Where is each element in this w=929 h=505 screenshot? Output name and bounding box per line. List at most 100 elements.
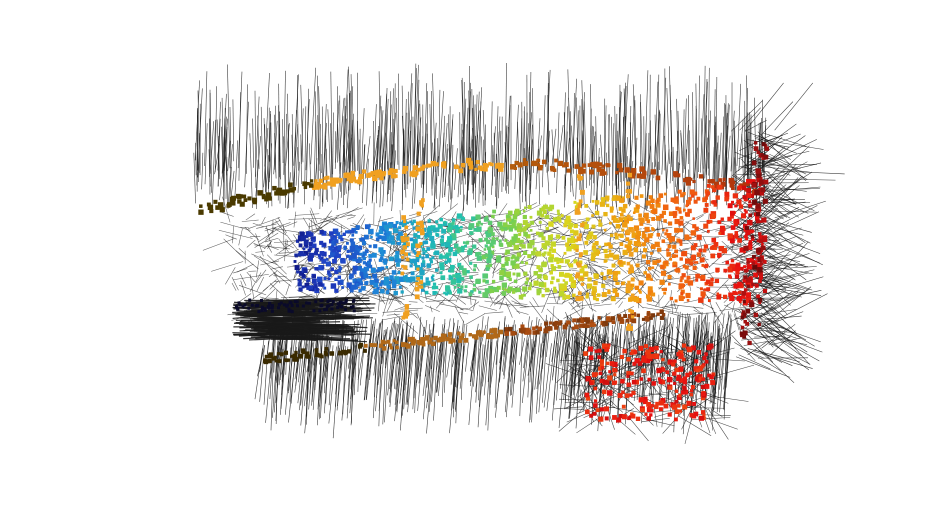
normal-line (386, 313, 400, 316)
cloud-point (321, 230, 327, 236)
cloud-point (676, 267, 680, 271)
normal-line (648, 393, 666, 396)
cloud-point (685, 372, 690, 378)
cloud-point (678, 366, 684, 372)
normal-line (271, 219, 281, 225)
normal-line (759, 290, 822, 304)
cloud-point (591, 252, 596, 257)
normal-line (744, 149, 770, 169)
cloud-point (358, 288, 362, 293)
cloud-point (692, 217, 695, 220)
normal-line (223, 238, 246, 260)
cloud-point (546, 326, 551, 332)
cloud-point (379, 256, 384, 260)
cloud-point (451, 265, 455, 269)
cloud-point (757, 257, 763, 263)
cloud-point (689, 393, 694, 397)
normal-line (251, 253, 278, 265)
cloud-point (453, 286, 457, 289)
cloud-point (606, 198, 610, 202)
cloud-point (707, 179, 712, 184)
cloud-point (761, 242, 764, 246)
cloud-point (608, 249, 612, 253)
cloud-point (349, 245, 356, 252)
cloud-point (641, 355, 647, 361)
cloud-point (608, 275, 612, 279)
cloud-point (536, 158, 541, 163)
normal-line (680, 133, 684, 196)
cloud-point (418, 341, 423, 346)
cloud-point (626, 229, 631, 234)
cloud-point (674, 399, 679, 404)
cloud-point (334, 288, 339, 293)
cloud-point (532, 330, 537, 335)
cloud-point (306, 277, 311, 282)
cloud-point (573, 223, 578, 229)
cloud-point (460, 277, 465, 281)
normal-line (675, 304, 679, 313)
cloud-point (523, 250, 528, 255)
cloud-point (685, 292, 691, 299)
normal-line (719, 323, 728, 390)
cloud-point (324, 176, 329, 180)
cloud-point (543, 204, 548, 210)
normal-line (214, 86, 217, 173)
cloud-point (655, 199, 660, 204)
cloud-point (725, 260, 730, 265)
normal-line (747, 164, 810, 173)
cloud-point (516, 252, 522, 257)
cloud-point (632, 361, 637, 366)
cloud-point (215, 205, 220, 210)
cloud-point (332, 237, 336, 241)
cloud-point (730, 200, 734, 204)
normal-line (273, 338, 359, 341)
normal-line (564, 325, 570, 403)
cloud-point (516, 226, 523, 233)
cloud-point (628, 240, 633, 245)
normal-line (677, 312, 680, 325)
normal-line (378, 339, 386, 412)
cloud-point (617, 261, 621, 265)
cloud-point (409, 237, 414, 242)
cloud-point (527, 204, 532, 209)
normal-line (306, 88, 309, 187)
cloud-point (300, 235, 306, 242)
cloud-point (239, 201, 245, 207)
normal-line (623, 346, 649, 368)
cloud-point (431, 341, 436, 347)
cloud-point (581, 265, 585, 269)
cloud-point (464, 285, 468, 289)
cloud-point (567, 237, 573, 243)
cloud-point (613, 270, 618, 276)
cloud-point (243, 198, 248, 202)
cloud-point (377, 235, 382, 240)
normal-line (204, 71, 208, 167)
normal-line (211, 119, 216, 208)
normal-line (623, 86, 627, 182)
cloud-point (730, 186, 735, 191)
cloud-point (616, 417, 622, 423)
cloud-point (484, 253, 489, 257)
cloud-point (475, 214, 481, 220)
cloud-point (604, 242, 608, 246)
cloud-point (425, 163, 430, 168)
cloud-point (601, 171, 605, 175)
cloud-point (484, 244, 488, 248)
cloud-point (302, 181, 307, 187)
cloud-point (732, 193, 739, 199)
cloud-point (326, 300, 330, 304)
cloud-point (735, 266, 741, 272)
cloud-point (348, 275, 353, 280)
cloud-point (634, 358, 640, 364)
cloud-point (350, 249, 354, 253)
cloud-point (337, 280, 343, 285)
cloud-point (597, 316, 601, 320)
cloud-point (615, 223, 621, 229)
cloud-point (574, 164, 580, 169)
normal-line (351, 343, 360, 382)
cloud-point (393, 228, 399, 234)
cloud-point (695, 368, 700, 373)
normal-line (675, 150, 678, 188)
cloud-point (327, 277, 331, 281)
cloud-point (257, 310, 261, 314)
